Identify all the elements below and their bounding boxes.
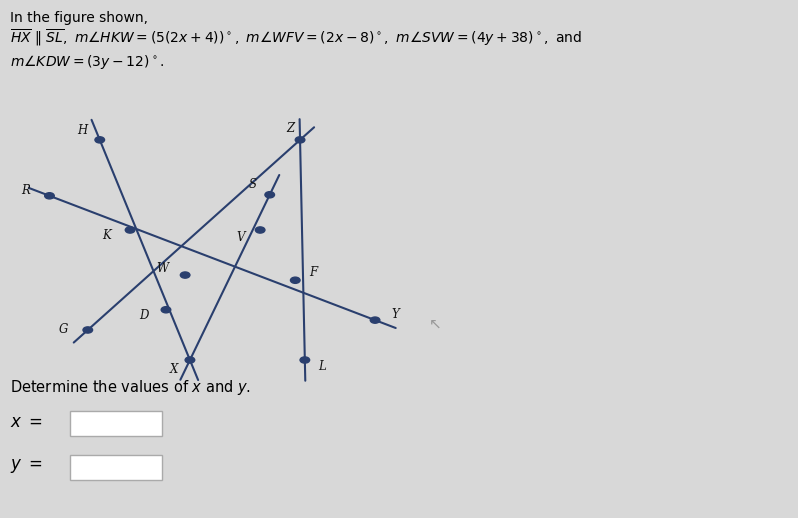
Text: L: L bbox=[318, 359, 326, 373]
Text: H: H bbox=[77, 124, 87, 137]
Text: $y\ =$: $y\ =$ bbox=[10, 457, 43, 475]
Text: S: S bbox=[248, 178, 256, 191]
Text: Y: Y bbox=[391, 308, 399, 322]
Text: W: W bbox=[156, 262, 169, 276]
Circle shape bbox=[125, 227, 135, 233]
Text: R: R bbox=[21, 184, 30, 197]
FancyBboxPatch shape bbox=[70, 411, 162, 436]
Circle shape bbox=[95, 137, 105, 143]
Text: X: X bbox=[170, 363, 178, 376]
Text: ↖: ↖ bbox=[429, 316, 441, 331]
Circle shape bbox=[370, 317, 380, 323]
Text: Z: Z bbox=[286, 122, 294, 135]
FancyBboxPatch shape bbox=[70, 455, 162, 480]
Text: $\overline{HX}\ \|\ \overline{SL},\ m\angle HKW=(5(2x+4))^\circ,\ m\angle WFV=(2: $\overline{HX}\ \|\ \overline{SL},\ m\an… bbox=[10, 28, 583, 48]
Text: In the figure shown,: In the figure shown, bbox=[10, 11, 148, 25]
Circle shape bbox=[265, 192, 275, 198]
Text: $x\ =$: $x\ =$ bbox=[10, 413, 43, 431]
Text: Determine the values of $x$ and $y$.: Determine the values of $x$ and $y$. bbox=[10, 378, 251, 397]
Circle shape bbox=[185, 357, 195, 363]
Circle shape bbox=[45, 193, 54, 199]
Circle shape bbox=[255, 227, 265, 233]
Circle shape bbox=[180, 272, 190, 278]
Circle shape bbox=[161, 307, 171, 313]
Text: K: K bbox=[102, 228, 110, 242]
Circle shape bbox=[83, 327, 93, 333]
Circle shape bbox=[290, 277, 300, 283]
Text: V: V bbox=[236, 231, 244, 244]
Text: D: D bbox=[139, 309, 148, 323]
Circle shape bbox=[300, 357, 310, 363]
Circle shape bbox=[295, 137, 305, 143]
Text: F: F bbox=[309, 266, 317, 279]
Text: G: G bbox=[59, 323, 69, 337]
Text: $m\angle KDW=(3y-12)^\circ.$: $m\angle KDW=(3y-12)^\circ.$ bbox=[10, 53, 164, 71]
